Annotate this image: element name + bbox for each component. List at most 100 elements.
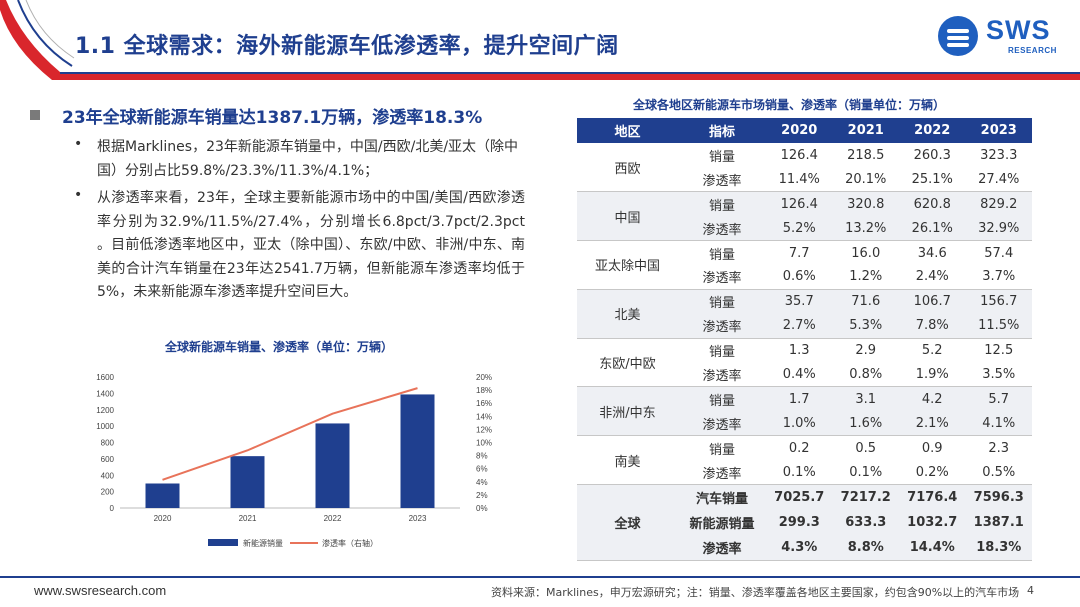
value-cell: 3.7% <box>965 264 1032 290</box>
value-cell: 1.3 <box>788 343 810 359</box>
region-cell: 北美 <box>577 289 678 339</box>
region-cell: 东欧/中欧 <box>577 338 678 388</box>
value-cell: 0.2 <box>788 440 810 456</box>
metric-cell: 销量 <box>678 386 766 412</box>
value-cell: 126.4 <box>766 191 833 217</box>
value-cell: 1.7 <box>766 386 833 412</box>
value-cell: 2.4% <box>899 264 966 290</box>
header-cell: 2020 <box>766 118 833 143</box>
y-tick-label: 800 <box>101 439 115 448</box>
value-cell: 71.6 <box>832 289 899 314</box>
bar <box>145 483 180 508</box>
value-cell: 2.3 <box>988 440 1010 456</box>
footer-source-note: 资料来源：Marklines，申万宏源研究；注：销量、渗透率覆盖各地区主要国家，… <box>491 586 1020 599</box>
value-cell: 3.5% <box>965 362 1032 388</box>
table-row: 南美 销量 0.2 0.5 0.9 2.3 <box>577 435 1032 485</box>
table-title: 全球各地区新能源车市场销量、渗透率（销量单位：万辆） <box>633 98 946 112</box>
metric-cell: 渗透率 <box>678 535 766 562</box>
sales-penetration-chart: 0 200 400 600 800 1000 1200 1400 1600 0% 2% 4% 6% 8% 1… <box>96 373 492 548</box>
value-cell: 3.1 <box>832 386 899 412</box>
y-tick-label: 600 <box>101 455 115 464</box>
value-cell: 5.7 <box>965 386 1032 412</box>
value-cell: 13.2% <box>832 216 899 242</box>
metric-cell: 渗透率 <box>678 411 766 437</box>
value-cell: 0.5 <box>855 440 877 456</box>
section-bullet-icon <box>30 110 40 120</box>
region-cell: 南美 <box>577 435 678 485</box>
value-cell: 0.5% <box>965 460 1032 485</box>
y2-tick-label: 16% <box>476 399 492 408</box>
table-row: 渗透率 0.4% 0.8% 1.9% 3.5% <box>577 362 1032 388</box>
value-cell: 1.9% <box>899 362 966 388</box>
value-cell: 1.2% <box>832 264 899 290</box>
legend-label: 新能源销量 <box>243 538 283 548</box>
metric-cell: 渗透率 <box>678 313 766 339</box>
value-cell: 1032.7 <box>899 509 966 536</box>
value-cell: 5.2 <box>921 343 943 359</box>
y2-tick-label: 0% <box>476 504 488 513</box>
value-cell: 7596.3 <box>965 484 1032 510</box>
logo-text: SWS <box>986 15 1051 45</box>
metric-cell: 销量 <box>708 247 735 263</box>
y-tick-label: 200 <box>101 488 115 497</box>
value-cell: 5.2% <box>766 216 833 242</box>
value-cell: 1387.1 <box>965 509 1032 536</box>
header-cell: 指标 <box>678 118 766 143</box>
y2-tick-label: 18% <box>476 386 492 395</box>
y-tick-label: 400 <box>101 471 115 480</box>
region-cell: 中国 <box>577 191 678 242</box>
table-row: 西欧 销量 126.4 218.5 260.3 323.3 <box>577 143 1032 193</box>
footer-url-link[interactable]: www.swsresearch.com <box>34 583 167 598</box>
table-row: 渗透率 4.3% 8.8% 14.4% 18.3% <box>577 535 1032 562</box>
value-cell: 0.6% <box>766 264 833 290</box>
metric-cell: 渗透率 <box>678 167 766 193</box>
value-cell: 11.5% <box>965 313 1032 339</box>
value-cell: 156.7 <box>965 289 1032 314</box>
value-cell: 7176.4 <box>899 484 966 510</box>
header-divider <box>60 72 1080 74</box>
value-cell: 218.5 <box>847 147 885 163</box>
y2-tick-label: 8% <box>476 452 488 461</box>
y2-tick-label: 4% <box>476 478 488 487</box>
value-cell: 0.9 <box>921 440 943 456</box>
value-cell: 829.2 <box>965 191 1032 217</box>
table-row: 东欧/中欧 销量 1.3 2.9 5.2 12.5 <box>577 338 1032 388</box>
value-cell: 20.1% <box>832 167 899 193</box>
sws-logo[interactable]: SWS RESEARCH <box>938 14 1063 60</box>
x-tick-label: 2020 <box>154 514 172 523</box>
y2-tick-label: 12% <box>476 425 492 434</box>
bar <box>315 423 350 508</box>
value-cell: 2.9 <box>855 343 877 359</box>
metric-cell: 销量 <box>678 289 766 314</box>
y-tick-label: 1400 <box>96 389 114 398</box>
table-row: 渗透率 1.0% 1.6% 2.1% 4.1% <box>577 411 1032 437</box>
logo-mark-icon <box>938 16 978 56</box>
value-cell: 620.8 <box>899 191 966 217</box>
regional-market-table: 地区 指标 2020 2021 2022 2023 西欧 销量 126.4 218.5… <box>577 118 1032 562</box>
value-cell: 126.4 <box>780 147 818 163</box>
value-cell: 0.8% <box>832 362 899 388</box>
value-cell: 299.3 <box>766 509 833 536</box>
y-tick-label: 0 <box>110 504 115 513</box>
value-cell: 7.8% <box>899 313 966 339</box>
value-cell: 11.4% <box>766 167 833 193</box>
region-cell: 非洲/中东 <box>577 386 678 437</box>
value-cell: 16.0 <box>851 245 881 261</box>
region-cell: 亚太除中国 <box>577 240 678 290</box>
table-row: 中国 销量 126.4 320.8 620.8 829.2 <box>577 191 1032 242</box>
header-cell: 2023 <box>965 118 1032 143</box>
value-cell: 14.4% <box>899 535 966 562</box>
region-cell: 全球 <box>577 484 678 562</box>
value-cell: 12.5 <box>984 343 1014 359</box>
value-cell: 1.0% <box>766 411 833 437</box>
y-tick-label: 1200 <box>96 406 114 415</box>
table-row: 渗透率 0.1% 0.1% 0.2% 0.5% <box>577 460 1032 485</box>
page-title: 1.1 全球需求：海外新能源车低渗透率，提升空间广阔 <box>75 34 619 59</box>
y2-tick-label: 14% <box>476 412 492 421</box>
value-cell: 0.1% <box>766 460 833 485</box>
metric-cell: 新能源销量 <box>678 509 766 536</box>
table-row: 新能源销量 299.3 633.3 1032.7 1387.1 <box>577 509 1032 536</box>
x-tick-label: 2023 <box>409 514 427 523</box>
value-cell: 5.3% <box>832 313 899 339</box>
bullet-dot-icon: • <box>74 136 83 152</box>
